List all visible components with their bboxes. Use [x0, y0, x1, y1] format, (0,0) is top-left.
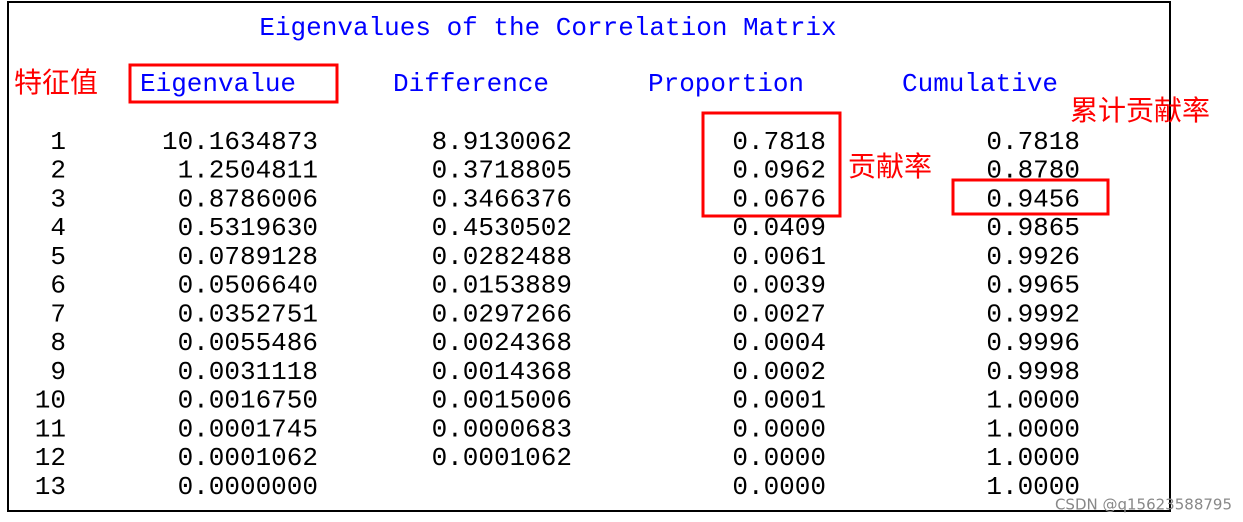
table-cell: 3: [50, 184, 66, 214]
table-cell: 0.0014368: [432, 357, 572, 387]
table-cell: 0.8780: [986, 156, 1080, 186]
table-cell: 0.0027: [732, 299, 826, 329]
table-cell: 0.0039: [732, 271, 826, 301]
table-cell: 1.2504811: [178, 156, 318, 186]
table-cell: 0.0000000: [178, 472, 318, 502]
table-cell: 0.0962: [732, 156, 826, 186]
table-cell: 0.9996: [986, 328, 1080, 358]
table-cell: 6: [50, 271, 66, 301]
highlight-box: [128, 63, 339, 104]
table-cell: 0.3718805: [432, 156, 572, 186]
table-cell: 5: [50, 242, 66, 272]
table-cell: 0.4530502: [432, 213, 572, 243]
annotation: 特征值: [14, 66, 98, 99]
table-cell: 2: [50, 156, 66, 186]
table-cell: 0.0061: [732, 242, 826, 272]
table-cell: 0.0000: [732, 472, 826, 502]
watermark: CSDN @q15623588795: [1055, 496, 1232, 514]
frame: [7, 1, 1171, 512]
table-cell: 13: [35, 472, 66, 502]
table-cell: 8.9130062: [432, 127, 572, 157]
table-cell: 0.0297266: [432, 299, 572, 329]
table-cell: 10.1634873: [162, 127, 318, 157]
table-cell: 0.0000: [732, 443, 826, 473]
table-cell: 0.0000683: [432, 414, 572, 444]
table-cell: 1.0000: [986, 414, 1080, 444]
table-cell: 0.0676: [732, 184, 826, 214]
table-title: Eigenvalues of the Correlation Matrix: [259, 13, 836, 43]
table-cell: 0.0015006: [432, 386, 572, 416]
table-cell: 0.9992: [986, 299, 1080, 329]
table-cell: 1.0000: [986, 386, 1080, 416]
table-cell: 1.0000: [986, 472, 1080, 502]
table-cell: 7: [50, 299, 66, 329]
table-cell: 0.0153889: [432, 271, 572, 301]
table-cell: 12: [35, 443, 66, 473]
annotation: 累计贡献率: [1070, 94, 1210, 127]
table-cell: 0.0002: [732, 357, 826, 387]
table-cell: 0.0506640: [178, 271, 318, 301]
table-cell: 0.0001062: [178, 443, 318, 473]
table-cell: 0.0016750: [178, 386, 318, 416]
table-cell: 1.0000: [986, 443, 1080, 473]
column-header: Proportion: [648, 69, 804, 99]
table-cell: 0.0004: [732, 328, 826, 358]
table-cell: 0.9965: [986, 271, 1080, 301]
table-cell: 0.0001062: [432, 443, 572, 473]
table-cell: 0.0001: [732, 386, 826, 416]
table-cell: 0.7818: [732, 127, 826, 157]
table-cell: 1: [50, 127, 66, 157]
table-cell: 4: [50, 213, 66, 243]
table-cell: 8: [50, 328, 66, 358]
table-cell: 0.9926: [986, 242, 1080, 272]
table-cell: 0.0001745: [178, 414, 318, 444]
table-cell: 0.0409: [732, 213, 826, 243]
table-cell: 0.0031118: [178, 357, 318, 387]
table-cell: 0.0352751: [178, 299, 318, 329]
table-cell: 0.0024368: [432, 328, 572, 358]
highlight-box: [951, 178, 1110, 216]
table-cell: 0.7818: [986, 127, 1080, 157]
table-cell: 0.5319630: [178, 213, 318, 243]
table-cell: 0.9998: [986, 357, 1080, 387]
table-cell: 0.9865: [986, 213, 1080, 243]
table-cell: 9: [50, 357, 66, 387]
table-cell: 0.8786006: [178, 184, 318, 214]
table-cell: 0.9456: [986, 184, 1080, 214]
table-cell: 0.0282488: [432, 242, 572, 272]
table-cell: 11: [35, 414, 66, 444]
column-header: Eigenvalue: [140, 69, 296, 99]
table-cell: 0.0000: [732, 414, 826, 444]
table-cell: 0.0055486: [178, 328, 318, 358]
table-cell: 0.3466376: [432, 184, 572, 214]
column-header: Cumulative: [902, 69, 1058, 99]
column-header: Difference: [393, 69, 549, 99]
table-cell: 10: [35, 386, 66, 416]
highlight-box: [701, 111, 842, 218]
table-cell: 0.0789128: [178, 242, 318, 272]
annotation: 贡献率: [848, 150, 932, 183]
